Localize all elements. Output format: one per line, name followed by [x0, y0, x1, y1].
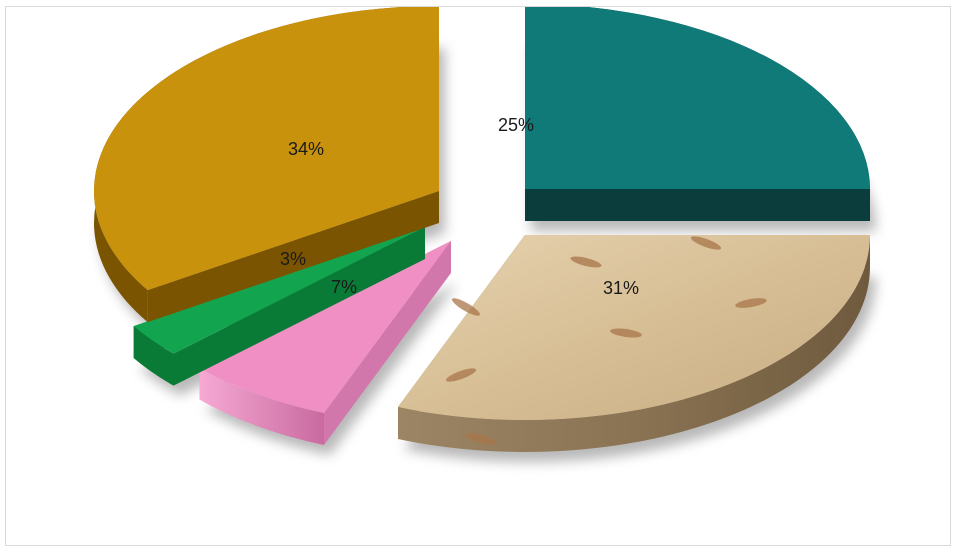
- slice-side: [397, 235, 870, 452]
- slice-data-label: 7%: [331, 277, 357, 297]
- slice-top: [199, 241, 451, 414]
- chart-frame: 25% 31% 7% 3% 34%: [5, 6, 951, 546]
- fossil-fish-decoration: [690, 236, 722, 250]
- fossil-fish-decoration: [735, 298, 767, 308]
- pie-slice: [397, 235, 870, 452]
- slice-data-label: 34%: [288, 139, 324, 159]
- slice-wall: [525, 189, 870, 221]
- slice-top: [133, 227, 426, 354]
- slice-top: [397, 235, 870, 420]
- pie-slice: [199, 241, 451, 446]
- slice-top: [525, 7, 870, 189]
- slice-data-label: 31%: [603, 278, 639, 298]
- slice-data-label: 25%: [498, 115, 534, 135]
- fossil-fish-decoration: [452, 298, 480, 316]
- fossil-fish-decoration: [610, 328, 642, 338]
- slice-side: [199, 367, 324, 446]
- slice-data-label: 3%: [280, 249, 306, 269]
- slice-side: [133, 326, 174, 386]
- fossil-fish-decoration: [465, 433, 497, 445]
- pie-chart: 25% 31% 7% 3% 34%: [94, 7, 876, 462]
- pie-slice: [525, 7, 870, 221]
- fossil-fish-decoration: [445, 368, 477, 382]
- pie-slice: [94, 7, 440, 323]
- slice-top: [94, 7, 439, 291]
- pie-slice: [133, 227, 426, 386]
- fossil-fish-decoration: [570, 256, 602, 268]
- slice-wall: [147, 191, 440, 323]
- slice-wall: [323, 241, 451, 446]
